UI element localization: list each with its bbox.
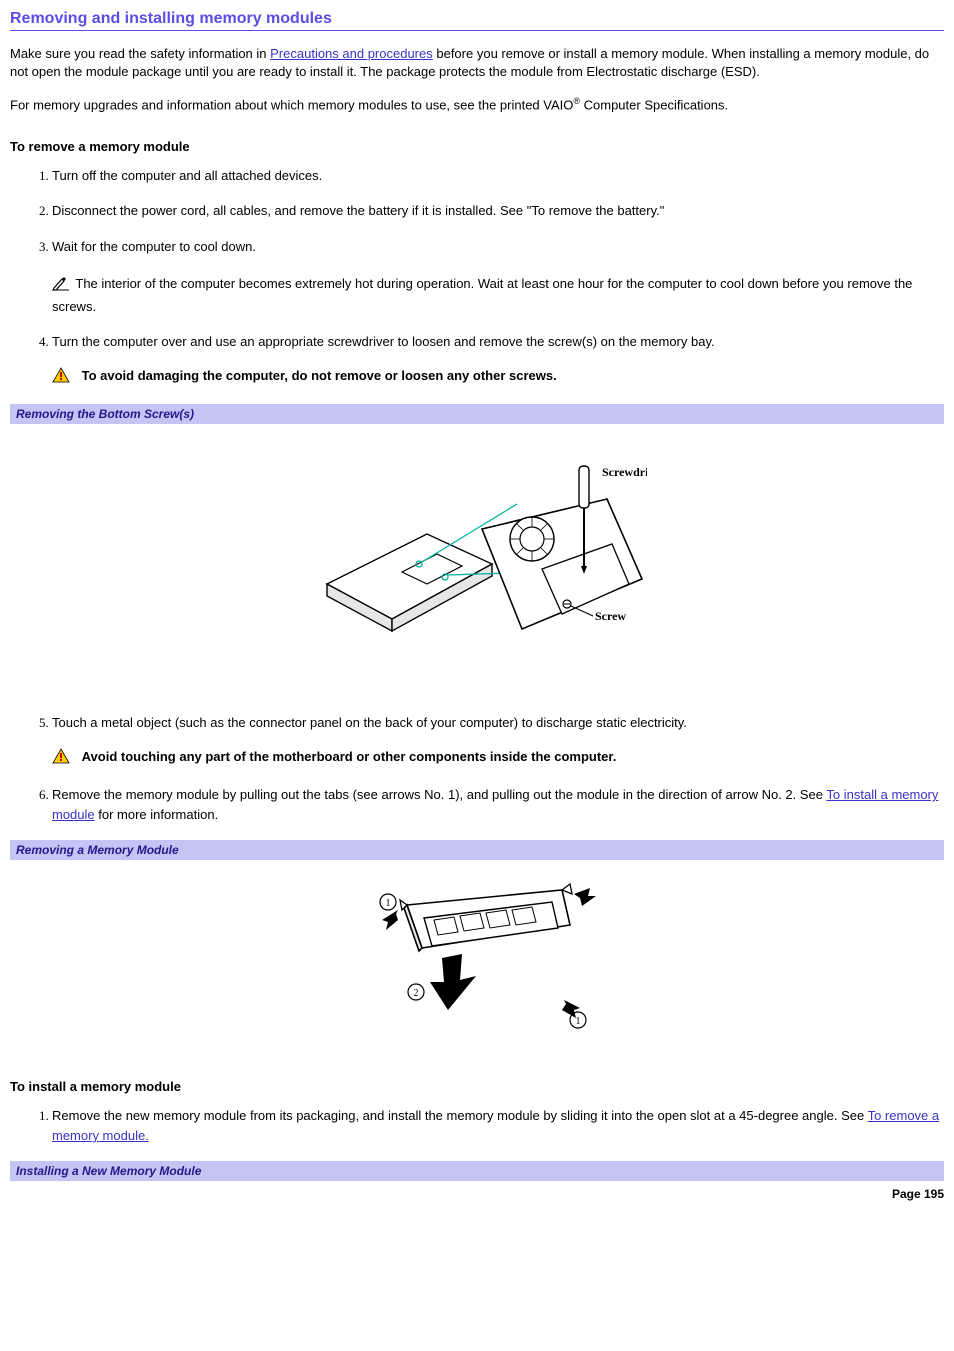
page-title: Removing and installing memory modules — [10, 10, 944, 31]
intro2-pre: For memory upgrades and information abou… — [10, 98, 573, 113]
fig2-label-1a: 1 — [386, 898, 391, 909]
cooldown-note-text: The interior of the computer becomes ext… — [52, 276, 912, 314]
remove-steps-list-cont: Touch a metal object (such as the connec… — [10, 713, 944, 824]
screw-warning-text: To avoid damaging the computer, do not r… — [82, 368, 557, 383]
figure1-svg: Screwdriver Screw — [307, 434, 647, 684]
motherboard-warning-text: Avoid touching any part of the motherboa… — [82, 749, 617, 764]
figure3-caption: Installing a New Memory Module — [10, 1161, 944, 1181]
intro-paragraph-2: For memory upgrades and information abou… — [10, 95, 944, 115]
warning-icon — [52, 367, 70, 389]
remove-step-2: Disconnect the power cord, all cables, a… — [52, 201, 944, 221]
intro1-pre: Make sure you read the safety informatio… — [10, 46, 270, 61]
page-footer: Page 195 — [10, 1187, 944, 1201]
remove-step-4: Turn the computer over and use an approp… — [52, 332, 944, 388]
intro2-post: Computer Specifications. — [580, 98, 728, 113]
fig1-label-screw: Screw — [595, 609, 626, 623]
install-step-1: Remove the new memory module from its pa… — [52, 1106, 944, 1145]
remove-step-3-text: Wait for the computer to cool down. — [52, 239, 256, 254]
motherboard-warning: Avoid touching any part of the motherboa… — [52, 747, 944, 770]
figure2-wrap: 1 1 2 — [10, 870, 944, 1053]
fig1-label-screwdriver: Screwdriver — [602, 465, 647, 479]
install-heading: To install a memory module — [10, 1079, 944, 1094]
pencil-note-icon — [52, 275, 70, 297]
remove-step-6-pre: Remove the memory module by pulling out … — [52, 787, 826, 802]
remove-step-5-text: Touch a metal object (such as the connec… — [52, 715, 687, 730]
figure1-caption: Removing the Bottom Screw(s) — [10, 404, 944, 424]
figure2-svg: 1 1 2 — [352, 870, 602, 1050]
screw-warning: To avoid damaging the computer, do not r… — [52, 366, 944, 389]
remove-step-3: Wait for the computer to cool down. The … — [52, 237, 944, 317]
remove-heading: To remove a memory module — [10, 139, 944, 154]
install-steps-list: Remove the new memory module from its pa… — [10, 1106, 944, 1145]
cooldown-note: The interior of the computer becomes ext… — [52, 274, 944, 316]
intro-paragraph-1: Make sure you read the safety informatio… — [10, 45, 944, 81]
remove-step-6-post: for more information. — [95, 807, 219, 822]
figure2-caption: Removing a Memory Module — [10, 840, 944, 860]
remove-step-1: Turn off the computer and all attached d… — [52, 166, 944, 186]
figure1-wrap: Screwdriver Screw — [10, 434, 944, 687]
precautions-link[interactable]: Precautions and procedures — [270, 46, 433, 61]
fig2-label-1b: 1 — [576, 1016, 581, 1027]
fig2-label-2: 2 — [414, 988, 419, 999]
remove-step-4-text: Turn the computer over and use an approp… — [52, 334, 715, 349]
install-step-1-pre: Remove the new memory module from its pa… — [52, 1108, 868, 1123]
remove-step-5: Touch a metal object (such as the connec… — [52, 713, 944, 769]
remove-steps-list: Turn off the computer and all attached d… — [10, 166, 944, 389]
remove-step-6: Remove the memory module by pulling out … — [52, 785, 944, 824]
warning-icon — [52, 748, 70, 770]
